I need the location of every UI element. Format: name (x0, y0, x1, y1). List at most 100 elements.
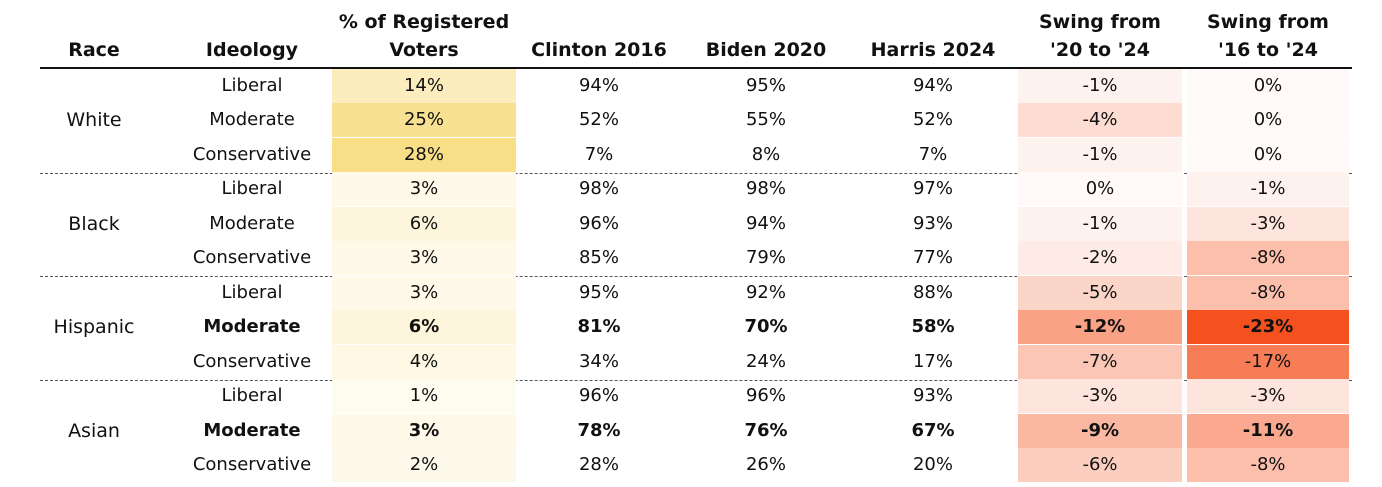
table-cell-clinton-2016: 95% (578, 281, 619, 303)
table-cell-clinton-2016: 98% (578, 178, 619, 199)
table-cell-clinton-2016: 34% (578, 350, 619, 372)
column-header-line: Clinton 2016 (531, 39, 667, 61)
table-cell-swing-20-24: -7% (1018, 344, 1182, 379)
table-cell-harris-2024: 20% (912, 454, 953, 475)
column-header: Swing from '16 to '24 (1187, 8, 1349, 64)
table-cell-swing-20-24: -4% (1018, 103, 1182, 137)
table-cell-biden-2020: 24% (745, 350, 786, 372)
column-header: Biden 2020 (691, 36, 841, 64)
ideology-label: Conservative (192, 454, 312, 475)
race-label: White (66, 109, 122, 131)
table-cell-harris-2024: 77% (912, 247, 953, 268)
column-header: Race (29, 36, 159, 64)
table-cell-clinton-2016: 28% (578, 454, 619, 475)
group-separator (40, 172, 1352, 174)
ideology-label: Conservative (192, 350, 312, 372)
table-cell-biden-2020: 96% (745, 385, 786, 406)
table-cell-registered: 6% (332, 310, 516, 344)
table-cell-swing-16-24: -11% (1187, 413, 1349, 448)
table-cell-biden-2020: 94% (745, 212, 786, 234)
table-cell-swing-20-24: -1% (1018, 206, 1182, 241)
table-cell-registered: 6% (332, 206, 516, 241)
table-cell-clinton-2016: 7% (584, 143, 614, 165)
table-cell-biden-2020: 8% (751, 143, 781, 165)
table-cell-swing-20-24: -3% (1018, 379, 1182, 413)
table-cell-registered: 4% (332, 344, 516, 379)
table-cell-harris-2024: 88% (912, 281, 953, 303)
header-rule (40, 67, 1352, 69)
table-cell-clinton-2016: 96% (578, 212, 619, 234)
table-cell-swing-20-24: -12% (1018, 310, 1182, 344)
table-cell-harris-2024: 93% (912, 212, 953, 234)
table-cell-swing-20-24: -9% (1018, 413, 1182, 448)
table-cell-swing-16-24: 0% (1187, 137, 1349, 172)
race-label: Asian (68, 419, 120, 442)
table-cell-swing-16-24: -8% (1187, 448, 1349, 482)
table-cell-swing-16-24: 0% (1187, 103, 1349, 137)
column-header-line: Swing from (1039, 11, 1161, 33)
table-cell-swing-20-24: -2% (1018, 241, 1182, 275)
table-cell-swing-20-24: -1% (1018, 137, 1182, 172)
table-cell-biden-2020: 70% (744, 316, 788, 337)
table-cell-clinton-2016: 94% (578, 74, 619, 96)
table-cell-biden-2020: 76% (744, 419, 788, 441)
table-cell-biden-2020: 95% (745, 74, 786, 96)
table-cell-registered: 1% (332, 379, 516, 413)
table-cell-swing-16-24: -3% (1187, 206, 1349, 241)
table-cell-swing-16-24: -3% (1187, 379, 1349, 413)
table-cell-harris-2024: 52% (912, 109, 953, 130)
column-header: % of Registered Voters (332, 8, 516, 64)
table-cell-registered: 25% (332, 103, 516, 137)
table-cell-biden-2020: 98% (745, 178, 786, 199)
table-cell-harris-2024: 67% (911, 419, 955, 441)
column-header-line: Biden 2020 (705, 39, 827, 61)
column-header-line: Race (68, 39, 120, 61)
ideology-label: Moderate (203, 316, 301, 337)
table-cell-swing-16-24: -8% (1187, 241, 1349, 275)
ideology-label: Liberal (221, 178, 283, 199)
race-label: Hispanic (53, 316, 135, 338)
column-header: Ideology (177, 36, 327, 64)
ideology-label: Conservative (192, 143, 312, 165)
table-cell-swing-16-24: -23% (1187, 310, 1349, 344)
table-cell-registered: 14% (332, 68, 516, 103)
column-header-line: '16 to '24 (1218, 39, 1318, 61)
table-cell-biden-2020: 79% (745, 247, 786, 268)
ideology-label: Moderate (209, 109, 295, 130)
column-header: Clinton 2016 (519, 36, 679, 64)
table-cell-registered: 28% (332, 137, 516, 172)
table-cell-biden-2020: 92% (745, 281, 786, 303)
table-cell-registered: 3% (332, 172, 516, 206)
column-header-line: Harris 2024 (870, 39, 996, 61)
ideology-label: Moderate (203, 419, 301, 441)
table-cell-clinton-2016: 81% (577, 316, 621, 337)
table-cell-swing-20-24: -1% (1018, 68, 1182, 103)
table-cell-registered: 3% (332, 241, 516, 275)
table-cell-clinton-2016: 96% (578, 385, 619, 406)
table-cell-clinton-2016: 78% (577, 419, 621, 441)
group-separator (40, 379, 1352, 381)
table-cell-clinton-2016: 85% (578, 247, 619, 268)
ideology-label: Conservative (192, 247, 312, 268)
table-cell-biden-2020: 26% (745, 454, 786, 475)
column-header: Harris 2024 (858, 36, 1008, 64)
column-header-line: Voters (389, 39, 459, 61)
table-cell-registered: 2% (332, 448, 516, 482)
table-cell-registered: 3% (332, 275, 516, 310)
table-cell-clinton-2016: 52% (578, 109, 619, 130)
table-cell-swing-16-24: -1% (1187, 172, 1349, 206)
table-cell-biden-2020: 55% (745, 109, 786, 130)
ideology-label: Moderate (209, 212, 295, 234)
column-header-line: Ideology (205, 39, 299, 61)
ideology-label: Liberal (221, 385, 283, 406)
table-cell-harris-2024: 93% (912, 385, 953, 406)
ideology-label: Liberal (221, 74, 283, 96)
column-header-line: % of Registered (338, 11, 510, 33)
table-cell-swing-20-24: 0% (1018, 172, 1182, 206)
column-header: Swing from '20 to '24 (1018, 8, 1182, 64)
table-cell-harris-2024: 7% (918, 143, 948, 165)
table-cell-registered: 3% (332, 413, 516, 448)
table-cell-swing-16-24: 0% (1187, 68, 1349, 103)
table-cell-harris-2024: 97% (912, 178, 953, 199)
